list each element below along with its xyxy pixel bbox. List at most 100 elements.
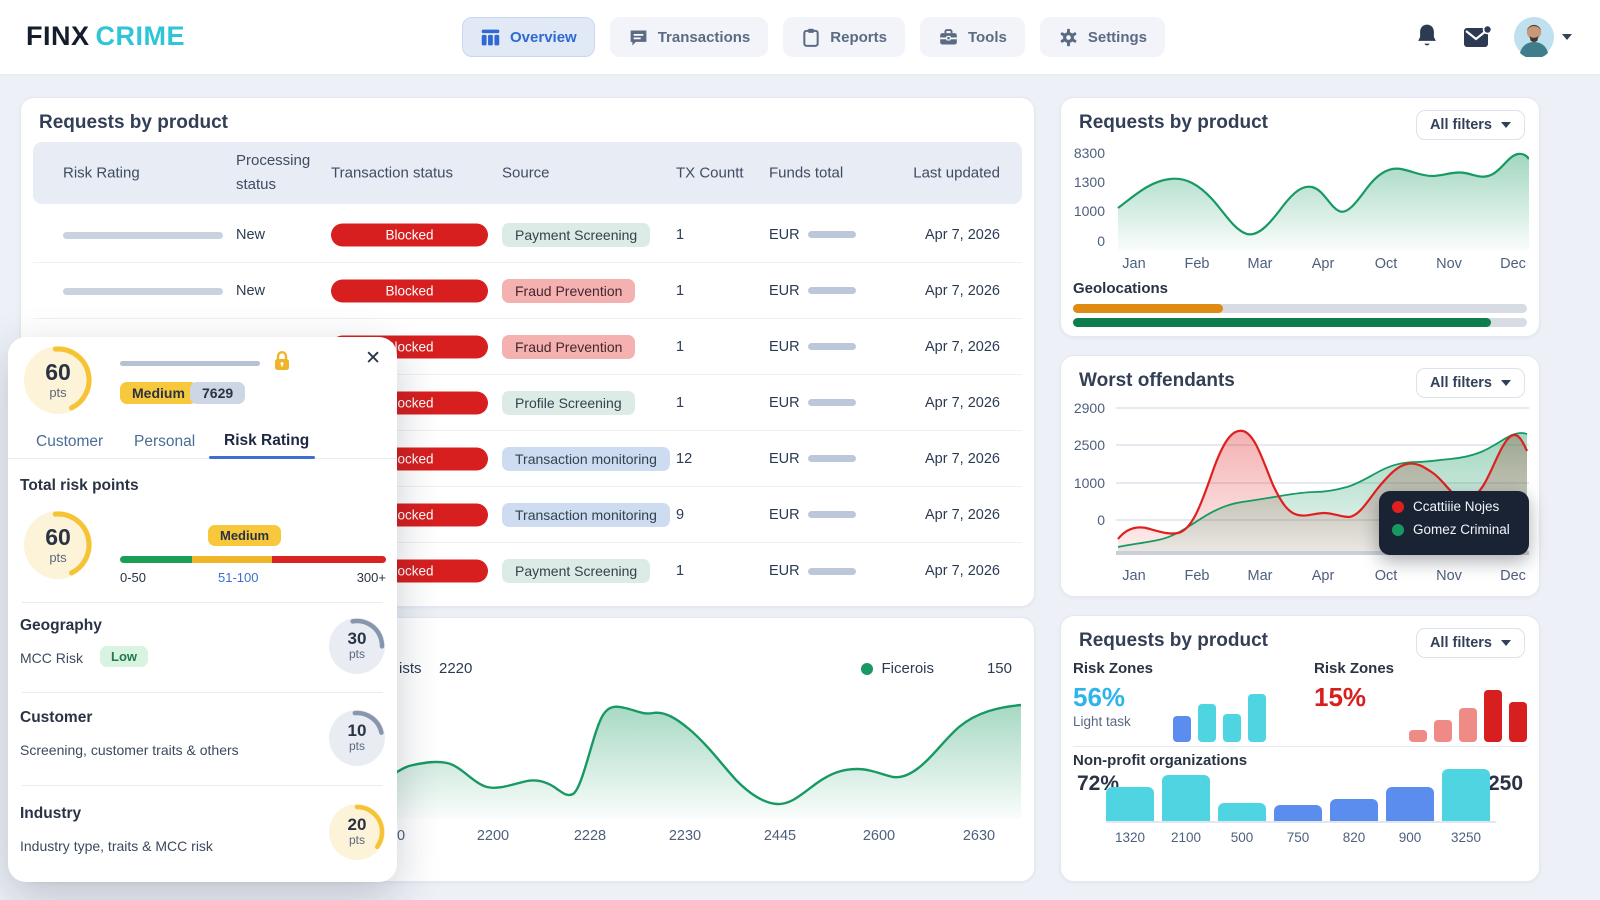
total-risk-gauge: 60 pts: [24, 511, 92, 579]
close-icon[interactable]: ✕: [365, 348, 381, 369]
risk-scale-bar: [120, 556, 386, 563]
y-tick: 2500: [1073, 437, 1105, 453]
geo-progress-green: [1073, 318, 1491, 327]
col-risk-rating: Risk Rating: [63, 164, 140, 182]
table-row[interactable]: Blocked Transaction monitoring 12 EUR Ap…: [33, 431, 1022, 487]
tab-reports[interactable]: Reports: [783, 17, 905, 57]
x-tick: Mar: [1247, 256, 1273, 272]
tx-count: 1: [676, 226, 685, 243]
section-subtitle: Industry type, traits & MCC risk: [20, 838, 213, 854]
last-updated: Apr 7, 2026: [925, 338, 1000, 355]
gear-icon: [1058, 27, 1079, 48]
tabs-divider: [8, 458, 397, 459]
bar-label: 750: [1286, 830, 1310, 845]
bar-label: 500: [1230, 830, 1254, 845]
gauge-unit: pts: [348, 739, 365, 753]
y-tick: 1300: [1073, 174, 1105, 190]
x-tick: 2228: [573, 828, 607, 844]
tooltip-item: Gomez Criminal: [1379, 514, 1529, 537]
funds-total: EUR: [769, 283, 856, 299]
severity-badge: Medium: [208, 525, 282, 546]
tab-tools[interactable]: Tools: [919, 17, 1025, 57]
y-tick: 1000: [1073, 203, 1105, 219]
risk-zones-pct-cyan: 56%: [1073, 682, 1126, 712]
lock-icon: [272, 350, 292, 372]
all-filters-button[interactable]: All filters: [1415, 368, 1525, 398]
worst-offendants-card: Worst offendants All filters 2900 2500 1…: [1060, 355, 1540, 597]
y-tick: 8300: [1073, 145, 1105, 161]
x-tick: Apr: [1311, 568, 1335, 584]
source-badge: Profile Screening: [502, 390, 635, 415]
all-filters-button[interactable]: All filters: [1415, 110, 1525, 140]
chat-icon: [628, 27, 649, 48]
section-gauge: 30 pts: [329, 618, 385, 674]
col-transaction-status: Transaction status: [331, 164, 453, 182]
status-badge: Blocked: [331, 279, 488, 302]
geo-progress-orange: [1073, 304, 1223, 313]
severity-badge: Medium: [120, 382, 197, 404]
all-filters-button[interactable]: All filters: [1415, 628, 1525, 658]
x-tick: Nov: [1436, 256, 1462, 272]
geolocations-label: Geolocations: [1073, 280, 1169, 297]
risk-rating-bar: [63, 283, 223, 299]
y-tick: 2900: [1073, 400, 1105, 416]
bell-icon[interactable]: [1414, 23, 1440, 51]
x-tick: Dec: [1500, 568, 1526, 584]
popup-tab-customer[interactable]: Customer: [36, 433, 104, 450]
chart-tooltip: Ccattiiie Nojes Gomez Criminal: [1379, 491, 1529, 555]
risk-zones-sub: Light task: [1073, 714, 1131, 729]
tx-count: 9: [676, 506, 685, 523]
brand-logo[interactable]: FINX CRIME: [26, 21, 185, 52]
last-updated: Apr 7, 2026: [925, 563, 1000, 579]
locked-slider[interactable]: [120, 361, 260, 366]
chart-label-partial: ists: [399, 660, 422, 677]
bar-label: 3250: [1450, 830, 1482, 845]
divider: [22, 692, 383, 693]
code-badge: 7629: [190, 382, 246, 404]
section-title: Geography: [20, 617, 102, 634]
nonprofit-bar-chart: [1106, 766, 1496, 823]
gauge-unit: pts: [348, 647, 365, 661]
gauge-value: 60: [45, 359, 71, 385]
tab-label: Overview: [510, 28, 577, 46]
user-menu[interactable]: [1514, 17, 1572, 57]
popup-tab-personal[interactable]: Personal: [134, 433, 196, 450]
x-tick: 2600: [862, 828, 896, 844]
col-source: Source: [502, 164, 550, 182]
chart-label-value: 2220: [439, 660, 473, 677]
status-badge: Blocked: [331, 223, 488, 246]
processing-status: New: [236, 282, 266, 299]
source-badge: Payment Screening: [502, 222, 651, 247]
scale-label-high: 300+: [356, 570, 386, 585]
clipboard-icon: [801, 27, 821, 48]
bar-label: 1320: [1114, 830, 1146, 845]
x-tick: Jan: [1122, 568, 1146, 584]
nav-right-controls: [1414, 0, 1572, 74]
funds-total: EUR: [769, 563, 856, 579]
table-row[interactable]: New Blocked Fraud Prevention 1 EUR Apr 7…: [33, 263, 1022, 319]
filter-label: All filters: [1429, 375, 1492, 391]
chart-legend: Ficerois: [861, 660, 934, 677]
last-updated: Apr 7, 2026: [925, 394, 1000, 411]
table-row[interactable]: New Blocked Payment Screening 1 EUR Apr …: [33, 207, 1022, 263]
table-row[interactable]: Blocked Profile Screening 1 EUR Apr 7, 2…: [33, 375, 1022, 431]
grid-icon: [480, 27, 501, 48]
mail-icon[interactable]: [1462, 24, 1492, 50]
x-tick: Jan: [1122, 256, 1146, 272]
x-tick: Dec: [1500, 256, 1526, 272]
total-risk-points-title: Total risk points: [20, 477, 139, 494]
x-tick: Feb: [1184, 568, 1210, 584]
x-tick: Feb: [1184, 256, 1210, 272]
tab-overview[interactable]: Overview: [462, 17, 595, 57]
funds-total: EUR: [769, 507, 856, 523]
tab-transactions[interactable]: Transactions: [609, 17, 769, 57]
avatar: [1514, 17, 1554, 57]
filter-label: All filters: [1429, 117, 1492, 133]
tab-label: Transactions: [657, 28, 751, 46]
card-title: Requests by product: [1079, 630, 1268, 651]
risk-zones-pct-red: 15%: [1314, 682, 1367, 712]
tab-settings[interactable]: Settings: [1039, 17, 1166, 57]
bar-label: 2100: [1170, 830, 1202, 845]
x-tick: 2445: [763, 828, 797, 844]
popup-tab-risk-rating[interactable]: Risk Rating: [224, 432, 310, 449]
